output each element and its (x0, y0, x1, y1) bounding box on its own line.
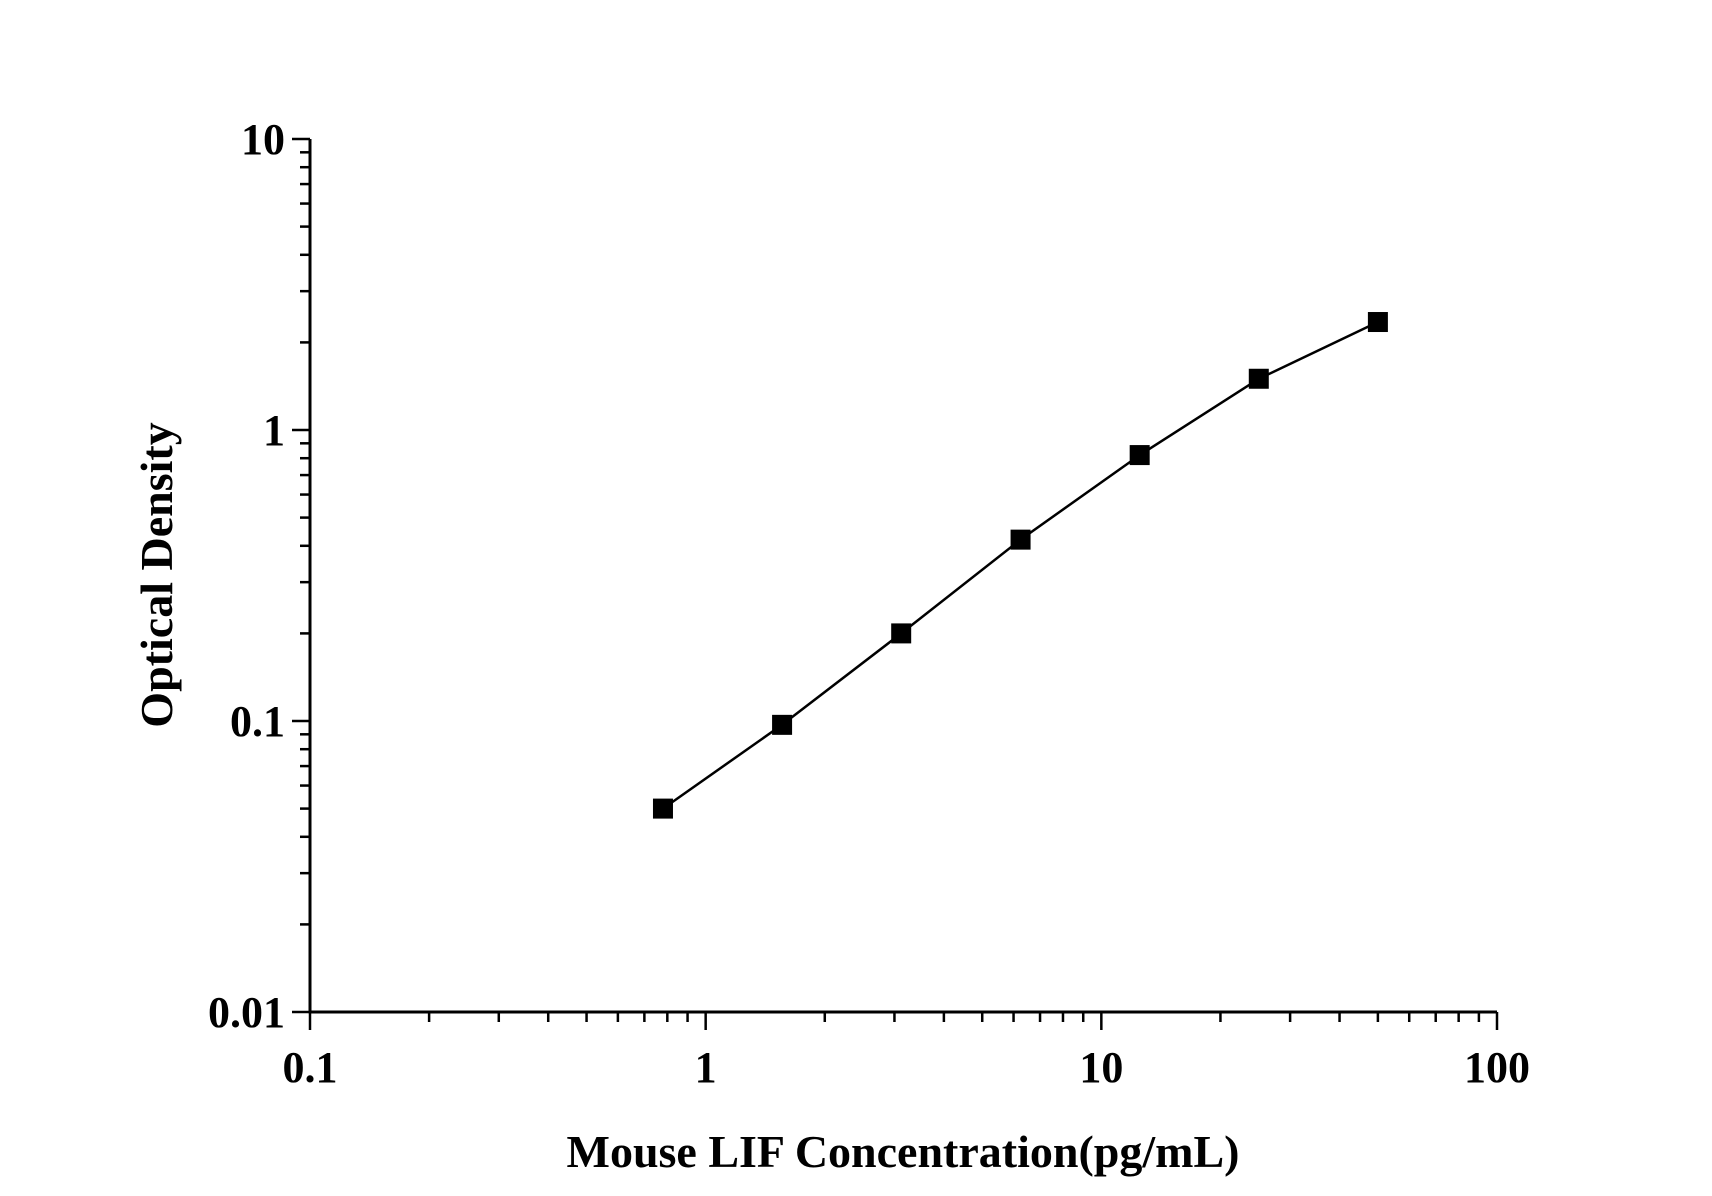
y-tick-label: 0.1 (230, 697, 285, 746)
x-tick-label: 100 (1464, 1043, 1530, 1092)
series (652, 312, 1388, 819)
data-point (1367, 312, 1388, 333)
x-tick-label: 1 (695, 1043, 717, 1092)
data-point (1248, 368, 1269, 389)
ticks (292, 137, 1499, 1030)
y-tick-label: 1 (263, 406, 285, 455)
data-point (772, 714, 793, 735)
data-point (891, 623, 912, 644)
data-point (1129, 445, 1150, 466)
series-line (656, 320, 1379, 814)
x-tick-label: 10 (1079, 1043, 1123, 1092)
data-point (652, 798, 673, 819)
axes (308, 139, 1497, 1014)
y-axis-title: Optical Density (131, 422, 182, 727)
x-axis-title: Mouse LIF Concentration(pg/mL) (567, 1126, 1240, 1177)
y-tick-label: 10 (241, 115, 285, 164)
tick-labels: 0.1 1 10 100 0.01 0.1 1 10 (208, 115, 1530, 1092)
y-tick-label: 0.01 (208, 988, 285, 1037)
x-tick-label: 0.1 (283, 1043, 338, 1092)
data-point (1010, 529, 1031, 550)
